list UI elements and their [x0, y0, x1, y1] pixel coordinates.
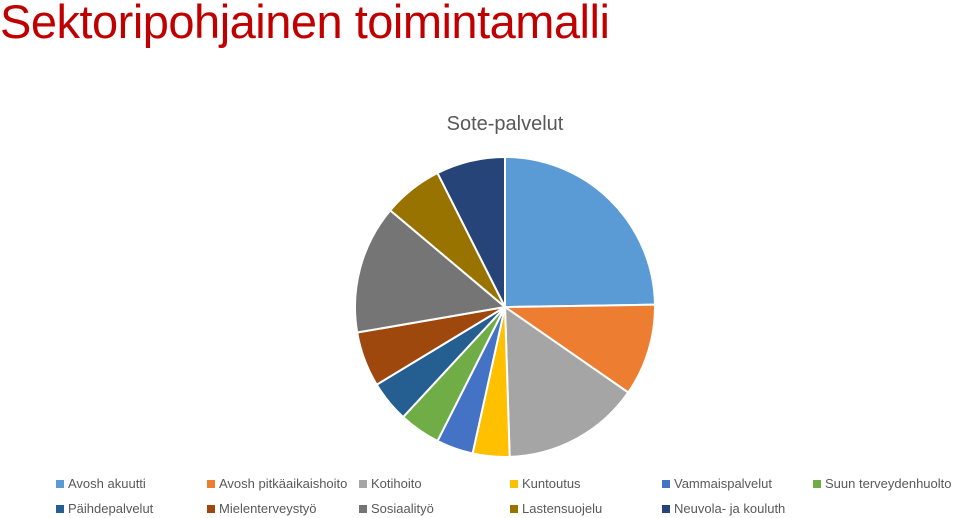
legend-item-3: Kotihoito	[359, 474, 510, 493]
legend-item-2: Avosh pitkäaikaishoito	[207, 474, 359, 493]
legend-item-7: Päihdepalvelut	[56, 499, 207, 518]
pie-slice-1	[504, 156, 656, 308]
legend-item-5: Vammaispalvelut	[662, 474, 813, 493]
legend-swatch	[662, 479, 670, 488]
legend-swatch	[56, 504, 64, 513]
legend-label: Avosh pitkäaikaishoito	[219, 476, 348, 491]
pie-slice-3	[504, 306, 630, 458]
pie-slice-11	[436, 156, 506, 308]
chart-legend: Avosh akuutti Avosh pitkäaikaishoito Kotih…	[56, 474, 960, 518]
legend-swatch	[359, 479, 367, 488]
legend-label: Neuvola- ja kouluth	[674, 501, 786, 516]
slide-title: Sektoripohjainen toimintamalli	[0, 0, 610, 48]
legend-label: Lastensuojelu	[522, 501, 603, 516]
legend-label: Mielenterveystyö	[219, 501, 317, 516]
legend-item-10: Lastensuojelu	[510, 499, 662, 518]
pie-slice-2	[504, 303, 656, 394]
pie-slice-9	[354, 209, 506, 334]
legend-label: Suun terveydenhuolto	[825, 476, 952, 491]
legend-label: Kotihoito	[371, 476, 422, 491]
legend-item-11: Neuvola- ja kouluth	[662, 499, 813, 518]
legend-swatch	[207, 504, 215, 513]
legend-swatch	[510, 504, 518, 513]
legend-swatch	[662, 504, 670, 513]
legend-swatch	[359, 504, 367, 513]
chart-title: Sote-palvelut	[446, 113, 564, 135]
legend-item-9: Sosiaalityö	[359, 499, 510, 518]
legend-item-4: Kuntoutus	[510, 474, 662, 493]
legend-swatch	[56, 479, 64, 488]
legend-label: Päihdepalvelut	[68, 501, 154, 516]
legend-item-8: Mielenterveystyö	[207, 499, 359, 518]
legend-item-6: Suun terveydenhuolto	[813, 474, 960, 493]
legend-swatch	[813, 479, 821, 488]
legend-label: Avosh akuutti	[68, 476, 146, 491]
legend-label: Kuntoutus	[522, 476, 581, 491]
legend-label: Vammaispalvelut	[674, 476, 773, 491]
legend-item-1: Avosh akuutti	[56, 474, 207, 493]
legend-label: Sosiaalityö	[371, 501, 434, 516]
legend-swatch	[207, 479, 215, 488]
legend-swatch	[510, 479, 518, 488]
